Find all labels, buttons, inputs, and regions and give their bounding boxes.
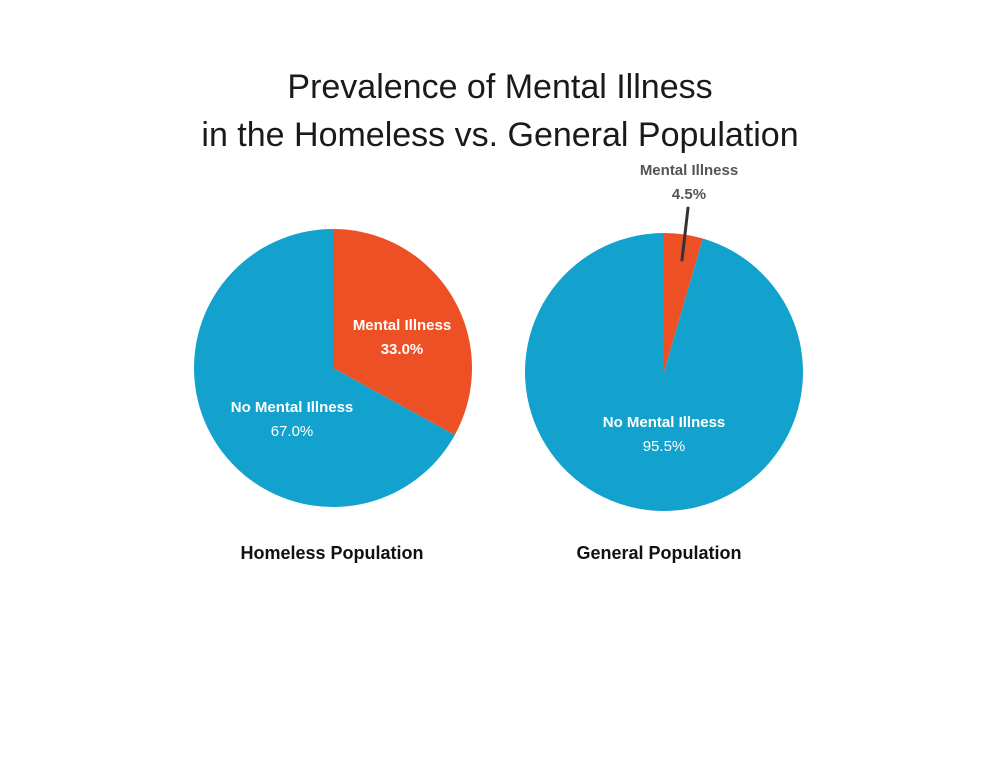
slice-value-label: 4.5% <box>672 186 706 203</box>
callout-leader-line <box>680 206 690 262</box>
slice-value-label: 33.0% <box>381 341 424 358</box>
slice-label: No Mental Illness <box>231 399 354 416</box>
pies-group: Mental Illness 33.0% No Mental Illness 67.0… <box>194 162 804 563</box>
slice-value-label: 67.0% <box>271 423 314 440</box>
pie-caption: Homeless Population <box>240 543 423 563</box>
slice-label: No Mental Illness <box>603 414 726 431</box>
pie-slice-general-no-mental-illness <box>525 233 804 511</box>
pie-slice-general-mental-illness <box>664 233 703 372</box>
pie-caption: General Population <box>576 543 741 563</box>
chart-title-line-1: Prevalence of Mental Illness <box>287 68 712 106</box>
pie-slice-homeless-no-mental-illness <box>194 229 455 508</box>
chart-title-line-2: in the Homeless vs. General Population <box>201 116 798 154</box>
slice-value-label: 95.5% <box>643 438 686 455</box>
pie-slice-homeless-mental-illness <box>333 229 473 435</box>
slice-label: Mental Illness <box>353 317 451 334</box>
slice-label: Mental Illness <box>640 162 738 179</box>
